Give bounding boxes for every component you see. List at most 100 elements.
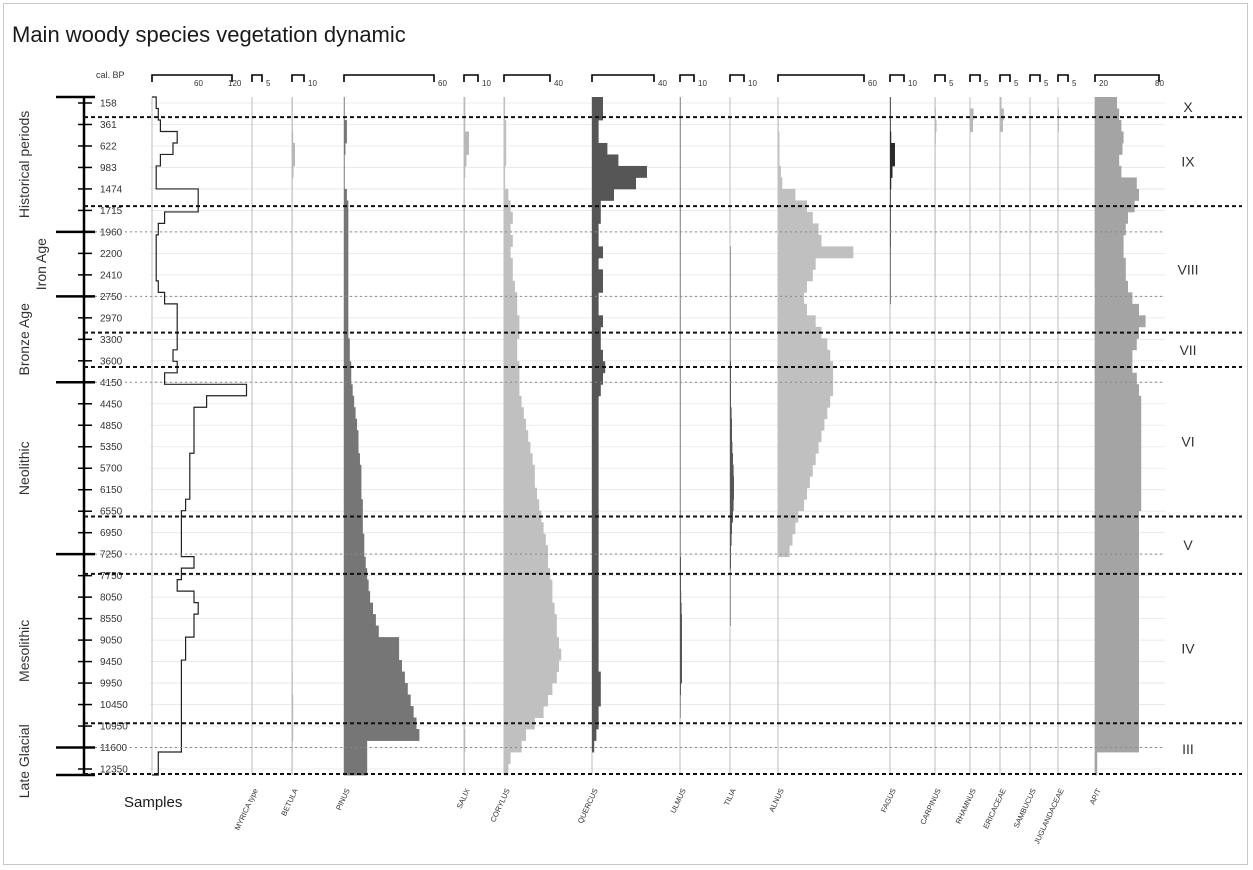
bar-ap-t xyxy=(1095,671,1139,684)
bar-betula xyxy=(292,154,295,167)
bar-ulmus xyxy=(680,372,681,385)
bar-pinus xyxy=(344,430,359,443)
bar-betula xyxy=(292,303,293,316)
bar-salix xyxy=(464,625,465,638)
bar-ulmus xyxy=(680,280,681,293)
bar-ulmus xyxy=(680,223,681,236)
bar-rhamnus xyxy=(970,108,974,121)
scale-label: 10 xyxy=(308,79,317,88)
bar-pinus xyxy=(344,257,349,270)
bar-quercus xyxy=(592,533,599,546)
bar-salix xyxy=(464,729,466,741)
bar-ap-t xyxy=(1095,338,1137,351)
bar-corylus xyxy=(504,740,522,753)
bar-alnus xyxy=(778,188,796,201)
taxon-label: ALNUS xyxy=(767,787,786,813)
bar-quercus xyxy=(592,234,599,247)
bar-ulmus xyxy=(680,188,681,201)
bar-betula xyxy=(292,683,293,695)
bar-quercus xyxy=(592,522,599,535)
bar-corylus xyxy=(504,165,506,178)
bar-fagus xyxy=(890,292,891,305)
bar-corylus xyxy=(504,591,553,604)
bar-ap-t xyxy=(1095,694,1139,707)
age-tick-label: 983 xyxy=(100,163,117,174)
scale-bracket xyxy=(1057,74,1069,82)
bar-alnus xyxy=(778,372,834,385)
taxon-label: MYRICA type xyxy=(233,787,260,832)
bar-ulmus xyxy=(680,602,682,615)
bar-salix xyxy=(464,522,465,535)
bar-carpinus xyxy=(935,165,936,178)
bar-quercus xyxy=(592,303,599,316)
bar-quercus xyxy=(592,602,599,615)
bar-corylus xyxy=(504,602,555,615)
bar-pinus xyxy=(344,476,362,489)
scale-bracket xyxy=(591,74,655,82)
bar-ulmus xyxy=(680,97,681,109)
bar-corylus xyxy=(504,188,509,201)
bar-quercus xyxy=(592,556,599,569)
bar-ap-t xyxy=(1095,211,1128,224)
age-tick-label: 9950 xyxy=(100,679,123,690)
bar-alnus xyxy=(778,154,780,167)
scale-bracket xyxy=(729,74,745,82)
bar-pinus xyxy=(344,269,349,282)
bar-tilia xyxy=(730,591,731,604)
bar-corylus xyxy=(504,395,522,408)
bar-pinus xyxy=(344,533,365,546)
bar-corylus xyxy=(504,338,518,351)
bar-ap-t xyxy=(1095,752,1098,764)
age-tick-label: 3300 xyxy=(100,335,123,346)
bar-tilia xyxy=(730,292,731,305)
age-tick-label: 7250 xyxy=(100,550,123,561)
bar-salix xyxy=(464,223,465,236)
bar-fagus xyxy=(890,211,891,224)
period-label: Historical periods xyxy=(16,111,32,218)
bar-ulmus xyxy=(680,430,681,443)
bar-ap-t xyxy=(1095,545,1139,558)
bar-betula xyxy=(292,476,293,489)
bar-ericaceae xyxy=(1000,97,1002,109)
scale-label: 5 xyxy=(266,79,271,88)
bar-betula xyxy=(292,165,294,178)
bar-alnus xyxy=(778,234,822,247)
taxon-label: SALIX xyxy=(455,787,472,810)
bar-ap-t xyxy=(1095,740,1139,753)
bar-alnus xyxy=(778,418,825,431)
bar-ap-t xyxy=(1095,579,1139,592)
bar-carpinus xyxy=(935,142,936,155)
age-tick-label: 2200 xyxy=(100,249,123,260)
period-label: Late Glacial xyxy=(16,724,32,798)
bar-betula xyxy=(292,752,293,764)
bar-corylus xyxy=(504,648,562,661)
bar-quercus xyxy=(592,614,599,627)
bar-pinus xyxy=(344,188,347,201)
bar-quercus xyxy=(592,430,599,443)
age-tick-label: 9450 xyxy=(100,657,123,668)
scale-bracket xyxy=(343,74,435,82)
bar-quercus xyxy=(592,487,599,500)
bar-pinus xyxy=(344,234,349,247)
bar-corylus xyxy=(504,625,557,638)
bar-ap-t xyxy=(1095,556,1139,569)
zone-label: V xyxy=(1183,537,1193,553)
bar-alnus xyxy=(778,510,799,523)
bar-tilia xyxy=(730,246,731,259)
bar-corylus xyxy=(504,142,507,155)
age-tick-label: 4150 xyxy=(100,378,123,389)
bar-corylus xyxy=(504,556,548,569)
bar-quercus xyxy=(592,476,599,489)
bar-alnus xyxy=(778,142,780,155)
bar-betula xyxy=(292,188,293,201)
bar-betula xyxy=(292,407,293,420)
chart-title: Main woody species vegetation dynamic xyxy=(12,22,406,47)
bar-corylus xyxy=(504,303,518,316)
bar-ulmus xyxy=(680,165,681,178)
bar-ulmus xyxy=(680,303,681,316)
bar-quercus xyxy=(592,545,599,558)
bar-fagus xyxy=(890,280,891,293)
bar-ulmus xyxy=(680,142,681,155)
bar-tilia xyxy=(730,372,731,385)
scale-bracket xyxy=(999,74,1011,82)
